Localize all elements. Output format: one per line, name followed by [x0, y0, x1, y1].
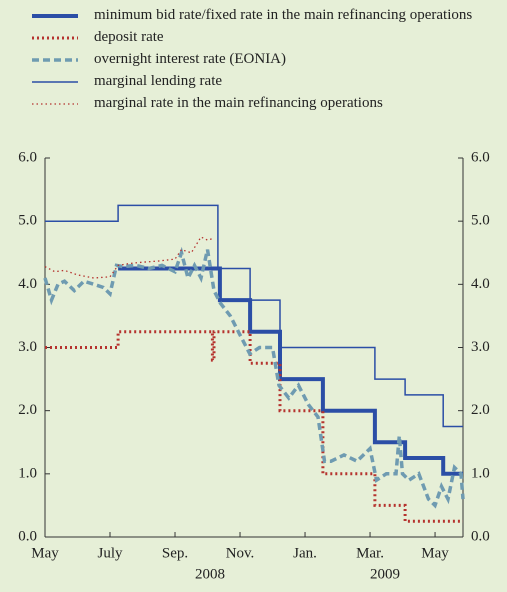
legend-item: minimum bid rate/fixed rate in the main … — [30, 6, 500, 25]
legend-swatch — [32, 58, 78, 62]
x-tick-label: July — [97, 545, 123, 561]
y2-tick-label: 6.0 — [471, 149, 490, 165]
x-tick-label: Jan. — [293, 545, 317, 561]
y2-tick-label: 0.0 — [471, 528, 490, 544]
series-line — [43, 246, 465, 509]
x-tick-label: May — [421, 545, 449, 561]
y2-tick-label: 2.0 — [471, 402, 490, 418]
y2-tick-label: 3.0 — [471, 339, 490, 355]
series-line — [44, 236, 215, 279]
y2-tick-label: 1.0 — [471, 465, 490, 481]
legend-label: overnight interest rate (EONIA) — [94, 51, 287, 67]
y-tick-label: 3.0 — [18, 339, 37, 355]
legend-swatch — [32, 14, 78, 18]
year-label: 2008 — [195, 566, 225, 582]
legend-item: marginal rate in the main refinancing op… — [30, 94, 500, 113]
x-tick-label: Sep. — [162, 545, 188, 561]
y-tick-label: 4.0 — [18, 276, 37, 292]
y2-tick-label: 5.0 — [471, 213, 490, 229]
y-tick-label: 6.0 — [18, 149, 37, 165]
x-tick-label: Mar. — [356, 545, 384, 561]
legend-label: deposit rate — [94, 29, 164, 45]
y-tick-label: 5.0 — [18, 213, 37, 229]
y-tick-label: 1.0 — [18, 465, 37, 481]
series-line — [45, 204, 463, 428]
legend-item: deposit rate — [30, 28, 500, 47]
year-label: 2009 — [370, 566, 400, 582]
y2-tick-label: 4.0 — [471, 276, 490, 292]
legend-item: marginal lending rate — [30, 72, 500, 91]
legend-label: marginal lending rate — [94, 73, 223, 89]
legend-item: overnight interest rate (EONIA) — [30, 50, 500, 69]
legend-swatch — [32, 103, 78, 105]
y-tick-label: 2.0 — [18, 402, 37, 418]
x-tick-label: Nov. — [226, 545, 255, 561]
legend-label: marginal rate in the main refinancing op… — [94, 95, 383, 111]
series-line — [118, 266, 463, 476]
legend-swatch — [32, 81, 78, 83]
y-tick-label: 0.0 — [18, 528, 37, 544]
series-line — [45, 330, 463, 523]
x-tick-label: May — [31, 545, 59, 561]
legend: minimum bid rate/fixed rate in the main … — [30, 6, 500, 116]
legend-label: minimum bid rate/fixed rate in the main … — [94, 7, 473, 23]
